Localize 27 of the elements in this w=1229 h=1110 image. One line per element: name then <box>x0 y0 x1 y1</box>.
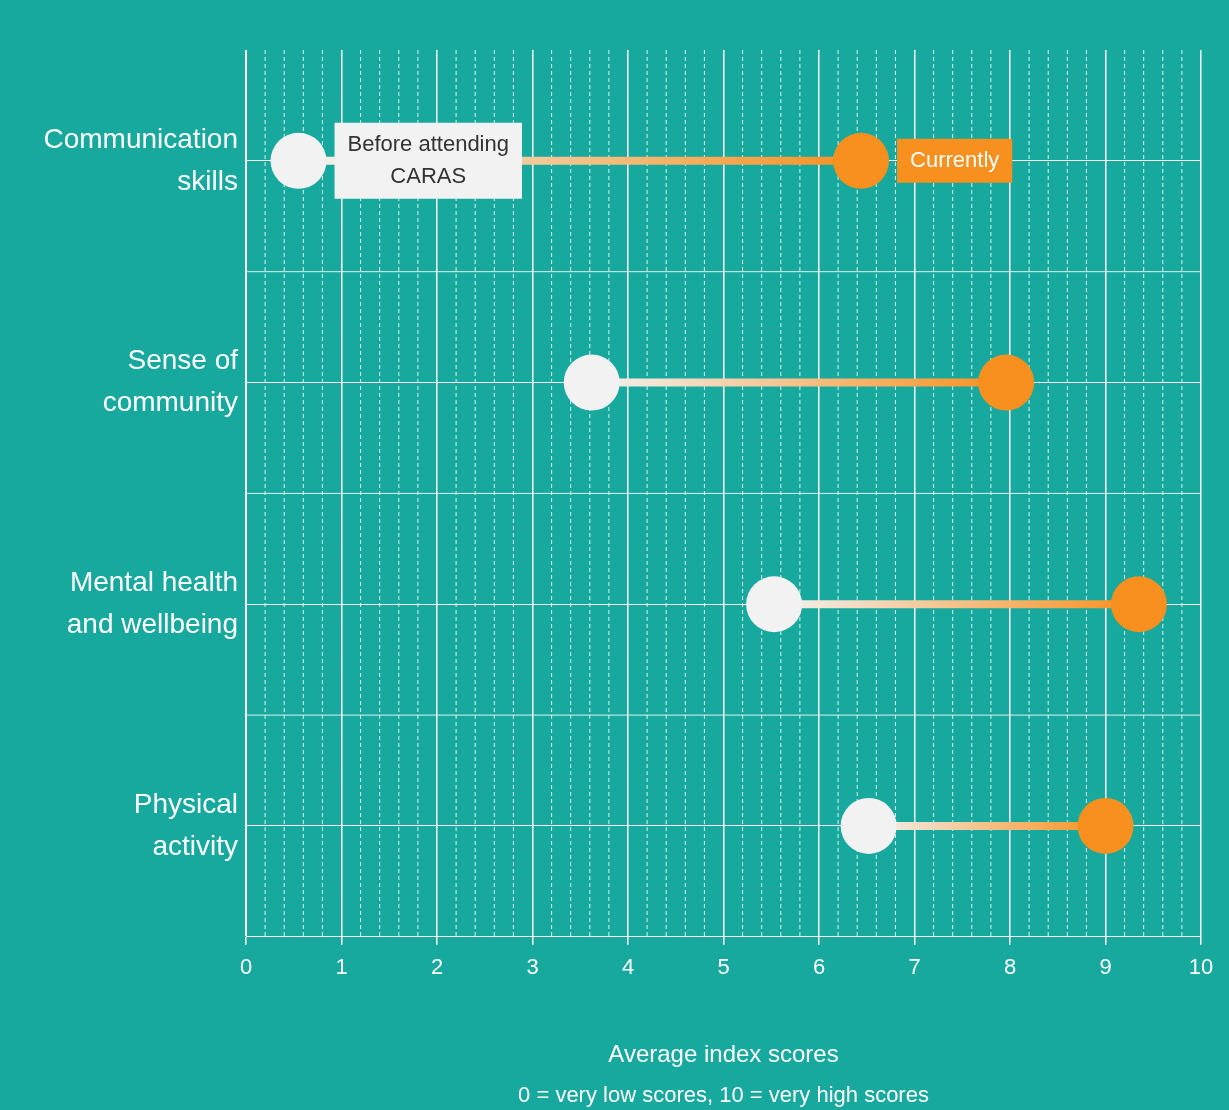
point <box>1077 797 1134 854</box>
point <box>978 354 1035 411</box>
point <box>840 797 897 854</box>
point <box>270 132 327 189</box>
x-tick-label: 9 <box>1099 954 1112 980</box>
y-tick-label: Communication skills <box>43 122 238 196</box>
x-tick-label: 6 <box>812 954 826 980</box>
series-label: Before attending CARAS <box>347 130 509 188</box>
point <box>833 132 890 189</box>
x-tick-label: 5 <box>717 954 730 980</box>
x-tick-label: 3 <box>526 954 539 980</box>
text: 0 = very low scores, 10 = very high scores <box>518 1082 929 1107</box>
y-tick-label: Physical activity <box>133 787 238 861</box>
x-tick-label: 7 <box>908 954 921 980</box>
x-tick-label: 10 <box>1188 954 1214 980</box>
x-tick-label: 2 <box>430 954 444 980</box>
x-tick-label: 4 <box>621 954 635 980</box>
point <box>563 354 620 411</box>
y-tick-label: Mental health and wellbeing <box>66 565 238 639</box>
x-tick-label: 8 <box>1003 954 1017 980</box>
x-tick-label: 1 <box>335 954 348 980</box>
x-axis-title: Average index scores <box>608 1040 839 1068</box>
point <box>746 576 803 633</box>
x-tick-label: 0 <box>239 954 253 980</box>
point <box>1110 576 1167 633</box>
y-tick-label: Sense of community <box>102 344 239 418</box>
series-label: Currently <box>910 146 1000 172</box>
